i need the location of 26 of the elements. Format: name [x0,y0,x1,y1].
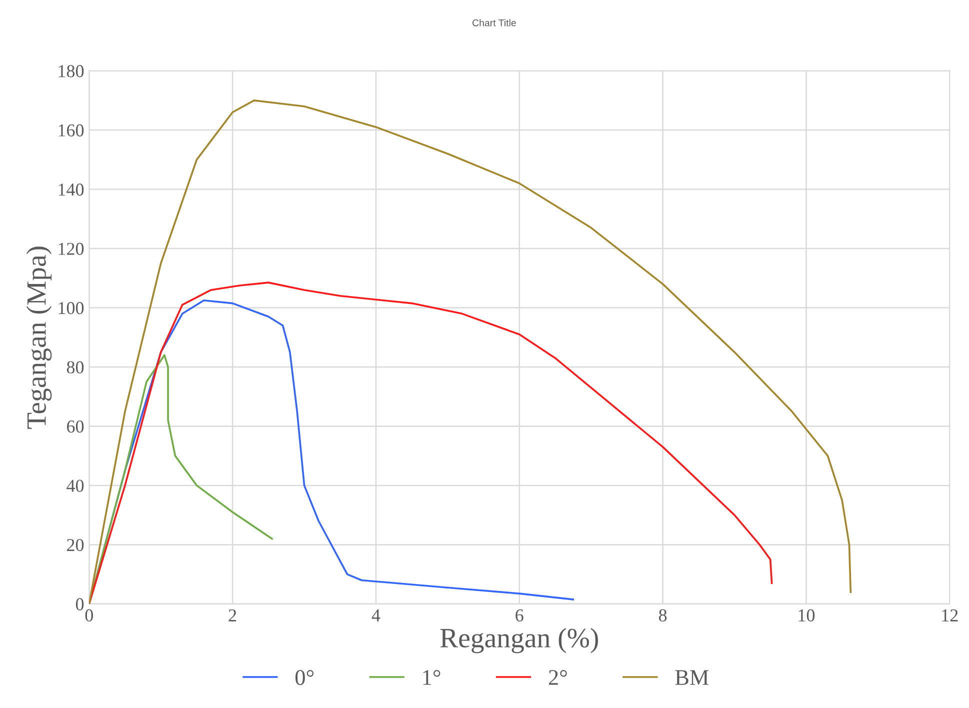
y-tick-label: 60 [67,420,84,433]
line-series [89,282,773,604]
y-axis-title: Tegangan (Mpa) [26,246,52,429]
x-tick-label: 10 [798,609,815,622]
y-tick-label: 140 [58,184,84,196]
y-tick-label: 20 [67,538,84,552]
y-tick-label: 80 [66,361,84,374]
x-tick-label: 0 [85,609,93,622]
x-tick-label: 12 [942,609,958,622]
x-tick-label: 2 [228,609,236,622]
y-tick-label: 180 [58,65,84,78]
x-tick-label: 4 [372,609,380,622]
y-tick-label: 160 [58,124,84,136]
line-series [89,100,852,604]
legend-label: BM [675,670,709,685]
legend-label: 1° [423,670,440,685]
x-tick-label: 6 [516,609,524,622]
legend-label: 2° [548,670,567,685]
x-tick-label: 8 [658,609,667,622]
y-tick-label: 0 [76,598,84,610]
x-axis-title: Regangan (%) [440,628,598,654]
y-tick-label: 40 [66,480,84,492]
y-tick-label: 100 [58,302,84,314]
y-tick-label: 120 [58,242,84,255]
chart-title: Chart Title [472,19,516,26]
legend-label: 0° [295,670,314,686]
